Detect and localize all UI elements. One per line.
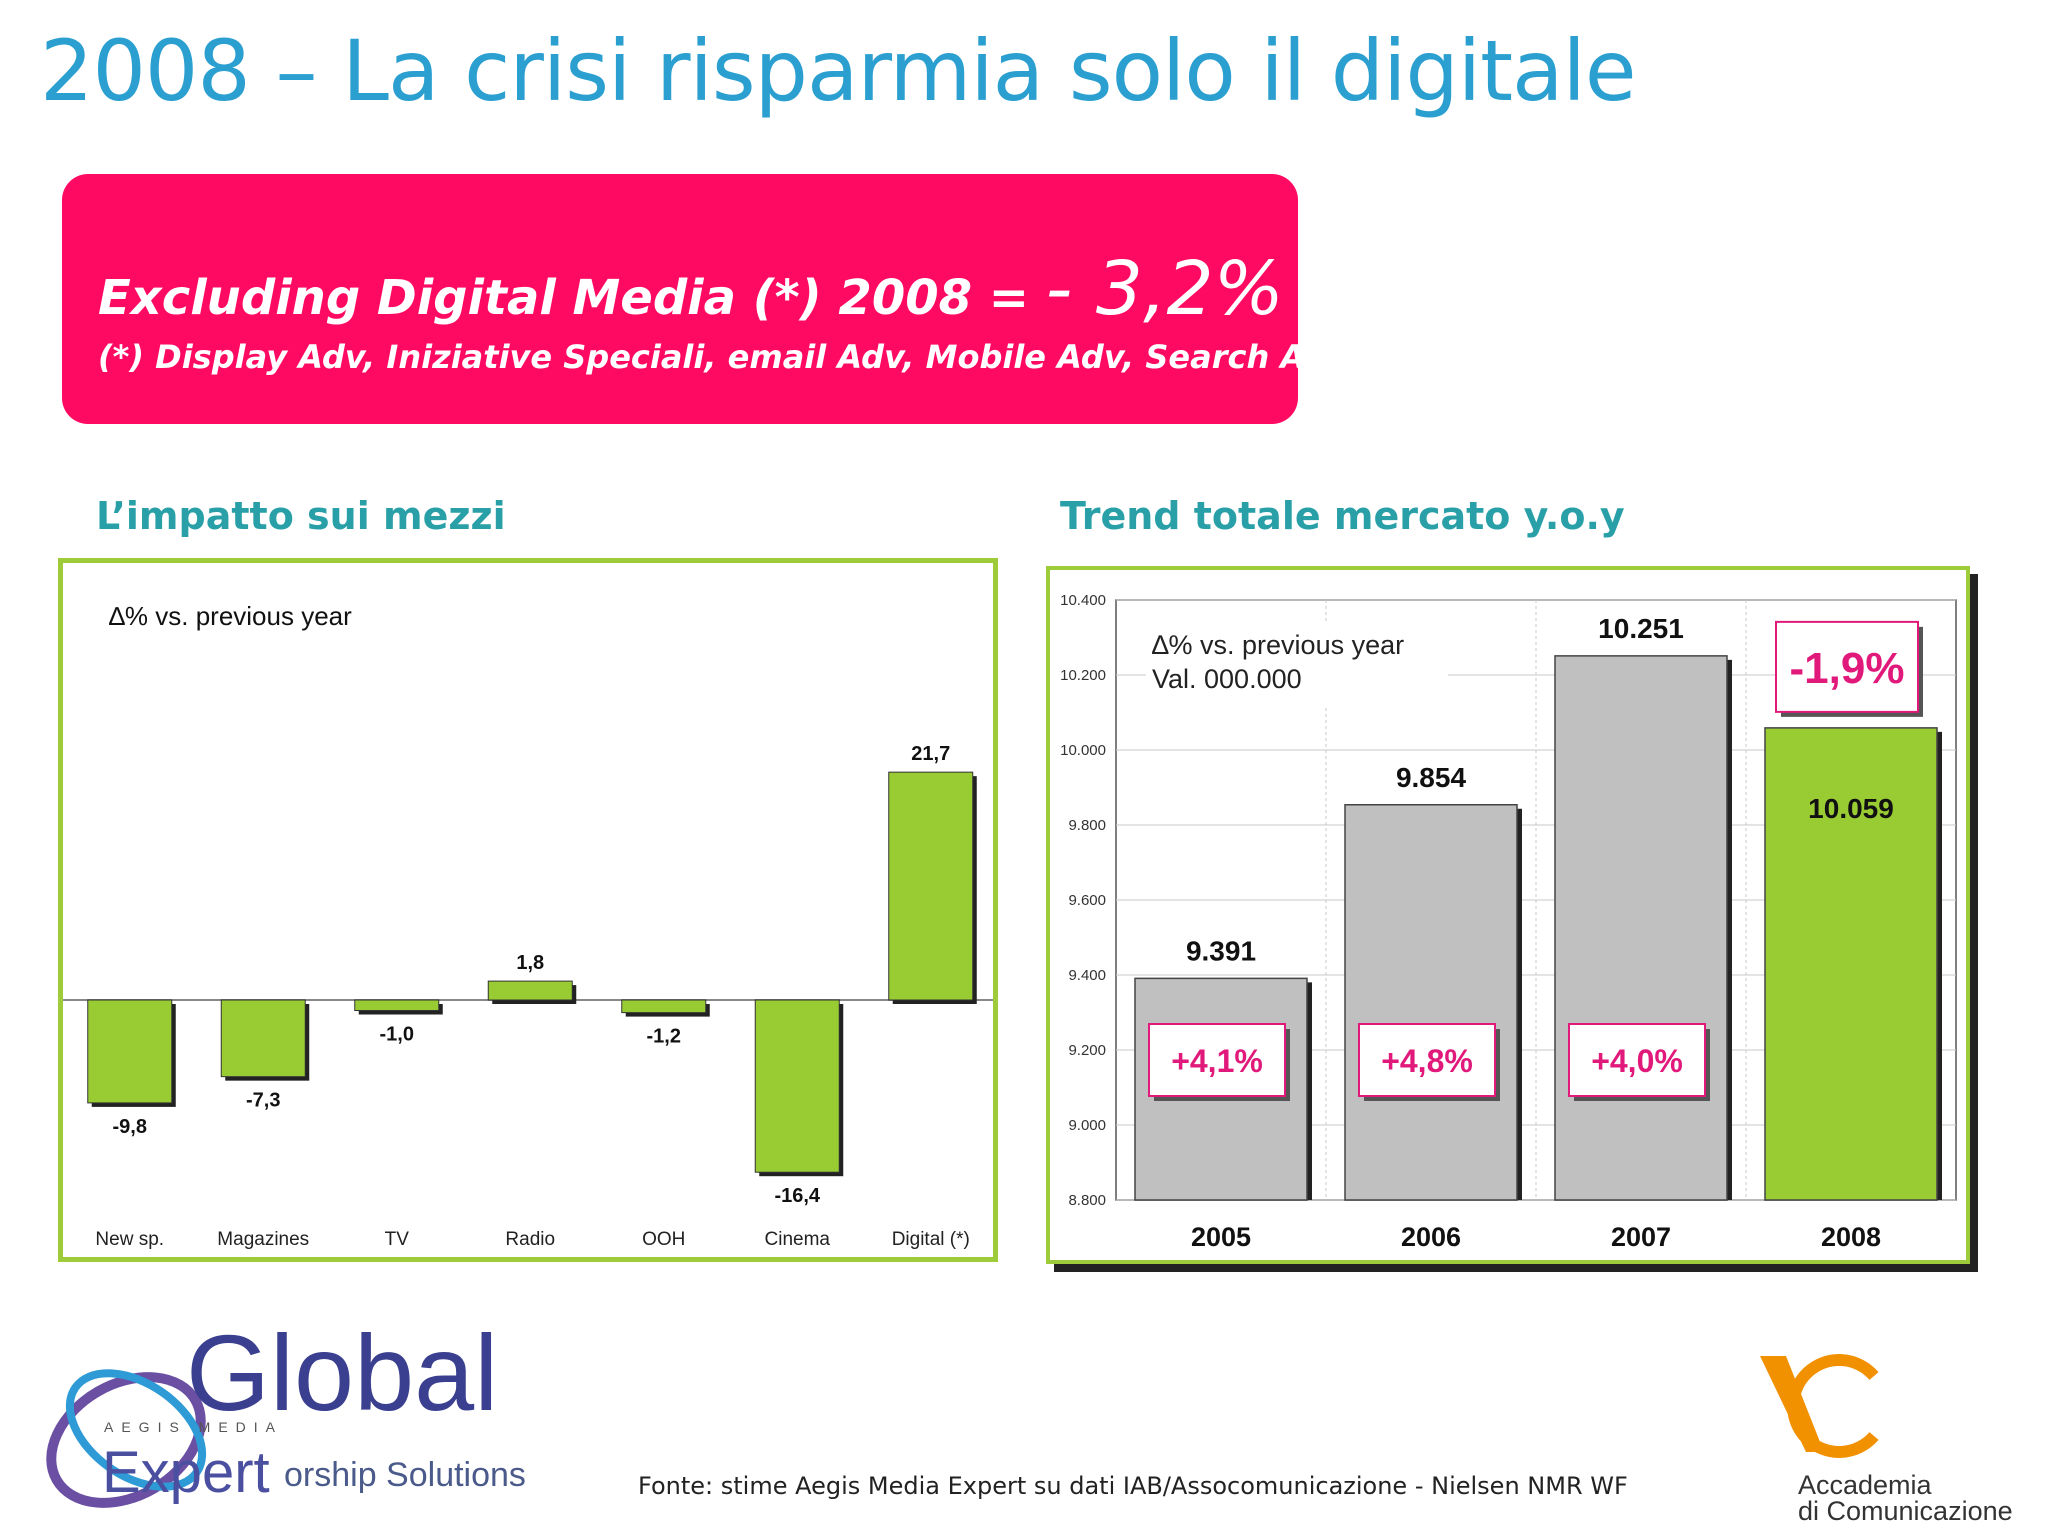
x-category-label: 2006 — [1401, 1222, 1461, 1252]
bar-2006 — [1344, 804, 1518, 1201]
bar-value-label: -9,8 — [113, 1116, 147, 1138]
left-chart-heading: L’impatto sui mezzi — [96, 494, 506, 538]
growth-box — [1148, 1023, 1286, 1097]
global-expert-logo: Global AEGIS MEDIA Expert orship Solutio… — [46, 1330, 526, 1508]
y-tick-label: 9.400 — [1068, 967, 1106, 984]
annotation-background — [1146, 622, 1448, 706]
bar-value-label: -1,0 — [380, 1024, 414, 1046]
category-label: Radio — [505, 1229, 555, 1250]
source-note: Fonte: stime Aegis Media Expert su dati … — [638, 1472, 1628, 1500]
logo-tagline: orship Solutions — [284, 1456, 526, 1494]
category-label: Digital (*) — [892, 1229, 970, 1250]
bar-value-label: 9.391 — [1186, 935, 1256, 966]
bar-value-label: -16,4 — [774, 1185, 820, 1207]
category-label: Cinema — [765, 1229, 831, 1250]
category-label: Magazines — [217, 1229, 309, 1250]
logo-small-caps: AEGIS MEDIA — [104, 1419, 283, 1435]
y-tick-label: 8.800 — [1068, 1192, 1106, 1209]
headline-banner: Excluding Digital Media (*) 2008 = - 3,2… — [62, 174, 1348, 424]
banner-footnote: (*) Display Adv, Iniziative Speciali, em… — [98, 338, 1348, 376]
logo-comunicazione: di Comunicazione — [1798, 1496, 2013, 1526]
x-category-label: 2008 — [1821, 1222, 1881, 1252]
y-tick-label: 10.000 — [1060, 742, 1106, 759]
growth-box — [1568, 1023, 1706, 1097]
growth-label: -1,9% — [1790, 644, 1905, 693]
media-impact-chart: ∆% vs. previous year -9,8 New sp. -7,3 Magaz… — [63, 601, 993, 1250]
y-tick-label: 10.400 — [1060, 592, 1106, 609]
left-chart-frame: ∆% vs. previous year -9,8 New sp. -7,3 Magaz… — [58, 558, 998, 1262]
growth-label: +4,0% — [1591, 1043, 1683, 1079]
bar-value-label: 10.251 — [1598, 613, 1684, 644]
bar-value-label: 21,7 — [911, 743, 950, 765]
bar-cinema — [754, 999, 840, 1173]
logo-swirl-blue — [65, 1369, 207, 1491]
logo-word-global: Global — [186, 1330, 498, 1433]
bar-2007 — [1554, 655, 1728, 1201]
bar-new-sp- — [87, 999, 173, 1104]
bar-value-label: 1,8 — [516, 952, 544, 974]
bar-magazines — [220, 999, 306, 1078]
y-tick-label: 9.600 — [1068, 892, 1106, 909]
bar-2008 — [1764, 727, 1938, 1201]
category-label: New sp. — [95, 1229, 164, 1250]
right-chart-annotation-line1: ∆% vs. previous year — [1152, 630, 1404, 660]
bar-value-label: -7,3 — [246, 1090, 280, 1112]
bar-value-label: 10.059 — [1808, 793, 1894, 824]
market-trend-chart: 8.800 9.000 9.200 9.400 9.600 9.800 10.000 10.2… — [1060, 592, 1957, 1252]
bar-value-label: -1,2 — [647, 1026, 681, 1048]
banner-headline: Excluding Digital Media (*) 2008 = - 3,2… — [98, 246, 1284, 332]
bar-tv — [354, 999, 440, 1011]
category-label: TV — [385, 1229, 410, 1250]
y-tick-label: 9.200 — [1068, 1042, 1106, 1059]
growth-box — [1358, 1023, 1496, 1097]
bar-ooh — [621, 999, 707, 1014]
y-tick-label: 10.200 — [1060, 667, 1106, 684]
logo-c-stroke — [1787, 1354, 1879, 1458]
banner-headline-value: - 3,2% — [1045, 246, 1284, 332]
bar-value-label: 9.854 — [1396, 762, 1466, 793]
category-label: OOH — [642, 1229, 685, 1250]
left-chart-annotation: ∆% vs. previous year — [109, 601, 352, 631]
logo-word-expert: Expert — [102, 1440, 270, 1505]
y-tick-label: 9.800 — [1068, 817, 1106, 834]
right-chart-annotation-line2: Val. 000.000 — [1152, 664, 1302, 694]
growth-label: +4,1% — [1171, 1043, 1263, 1079]
bar-digital- — [888, 771, 974, 1001]
x-category-label: 2005 — [1191, 1222, 1251, 1252]
right-chart-frame: 8.800 9.000 9.200 9.400 9.600 9.800 10.000 10.2… — [1046, 566, 1970, 1264]
right-chart-heading: Trend totale mercato y.o.y — [1060, 494, 1625, 538]
x-category-label: 2007 — [1611, 1222, 1671, 1252]
growth-label: +4,8% — [1381, 1043, 1473, 1079]
growth-box — [1775, 620, 1919, 713]
bar-radio — [487, 980, 573, 1001]
page-title: 2008 – La crisi risparmia solo il digita… — [40, 22, 1637, 120]
logo-accademia: Accademia — [1798, 1470, 1933, 1500]
banner-headline-prefix: Excluding Digital Media (*) 2008 = — [98, 270, 1029, 326]
accademia-logo: Accademia di Comunicazione — [1760, 1354, 2013, 1526]
y-tick-label: 9.000 — [1068, 1117, 1106, 1134]
